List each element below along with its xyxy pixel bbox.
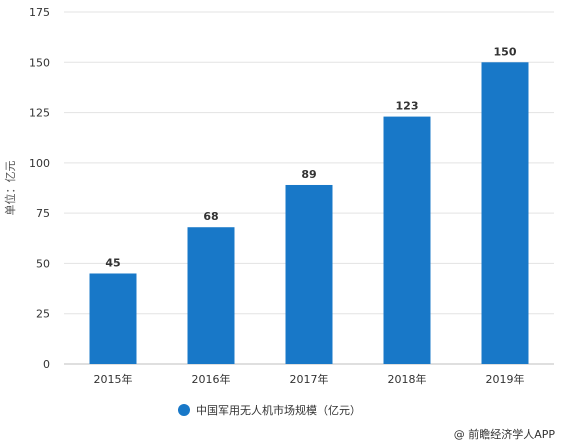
bar (481, 62, 529, 365)
source-credit: @ 前瞻经济学人APP (454, 427, 556, 441)
data-label: 89 (301, 168, 316, 181)
legend: 中国军用无人机市场规模（亿元） (178, 403, 361, 417)
y-tick-label: 50 (36, 257, 50, 270)
data-label: 150 (494, 45, 517, 58)
x-tick-label: 2015年 (94, 372, 133, 386)
data-labels: 45 68 89 123 150 (105, 45, 516, 269)
y-axis-label: 单位：亿元 (3, 161, 17, 216)
legend-swatch (178, 404, 190, 416)
data-label: 123 (396, 100, 419, 113)
y-tick-label: 100 (29, 157, 50, 170)
y-tick-label: 0 (43, 358, 50, 371)
x-axis-ticks: 2015年 2016年 2017年 2018年 2019年 (94, 372, 525, 386)
y-tick-label: 25 (36, 308, 50, 321)
y-tick-label: 150 (29, 56, 50, 69)
y-tick-label: 175 (29, 6, 50, 19)
x-tick-label: 2018年 (388, 372, 427, 386)
bar (383, 116, 431, 364)
data-label: 45 (105, 256, 120, 269)
bar (285, 184, 333, 364)
data-label: 68 (203, 210, 218, 223)
y-tick-label: 125 (29, 107, 50, 120)
bars (89, 62, 529, 365)
y-tick-label: 75 (36, 207, 50, 220)
x-tick-label: 2019年 (486, 372, 525, 386)
y-axis-ticks: 0 25 50 75 100 125 150 175 (29, 6, 50, 371)
bar (89, 273, 137, 364)
legend-label: 中国军用无人机市场规模（亿元） (196, 403, 361, 417)
x-tick-label: 2017年 (290, 372, 329, 386)
bar (187, 227, 235, 364)
x-tick-label: 2016年 (192, 372, 231, 386)
